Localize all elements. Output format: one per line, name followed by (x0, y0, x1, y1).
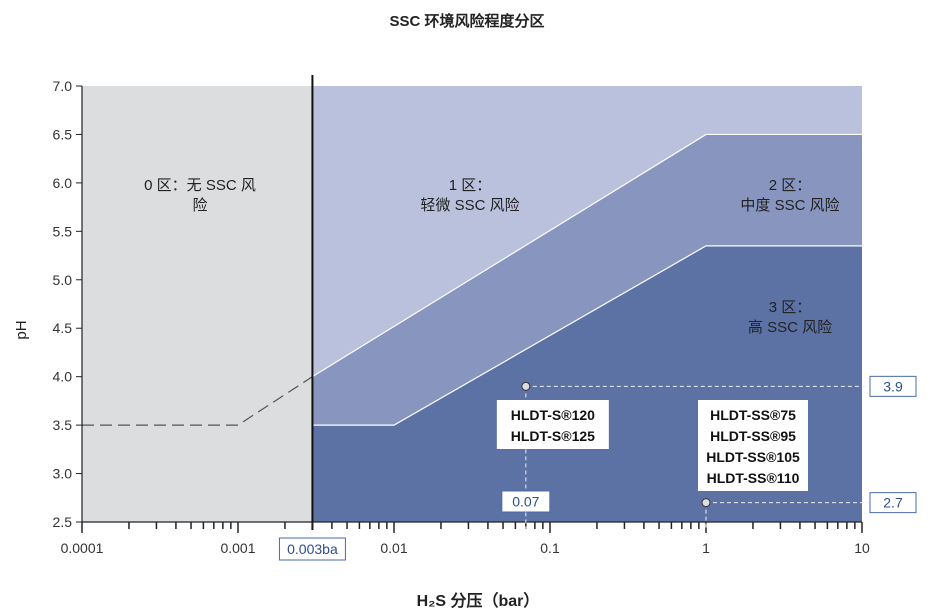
zone-0-label: 险 (192, 197, 207, 214)
y-tick-label: 2.5 (53, 514, 73, 530)
grade-label: HLDT-SS®95 (710, 428, 796, 444)
y-axis-label: pH (13, 320, 30, 339)
y-tick-label: 5.0 (53, 272, 73, 288)
x-marker-label: 0.003ba (287, 541, 338, 557)
y-tick-label: 3.0 (53, 466, 73, 482)
grade-label: HLDT-SS®110 (707, 470, 800, 486)
x-tick-label: 0.1 (540, 540, 560, 556)
grade-label: HLDT-SS®75 (710, 407, 796, 423)
x-tick-label: 0.001 (220, 540, 255, 556)
point-y-label-box (869, 375, 917, 397)
y-tick-label: 6.0 (53, 175, 73, 191)
grade-label-box (496, 400, 609, 449)
y-tick-label: 4.5 (53, 320, 73, 336)
x-tick-label: 0.01 (380, 540, 407, 556)
y-tick-label: 5.5 (53, 223, 73, 239)
zone-2-label: 2 区： (769, 177, 812, 194)
zone-1-label: 1 区： (449, 177, 492, 194)
point-y-label: 2.7 (883, 495, 903, 511)
zone-3-label: 3 区： (769, 299, 812, 316)
point-x-label-box (501, 490, 551, 513)
zone-2-label: 中度 SSC 风险 (740, 197, 839, 214)
point-x-label: 0.07 (512, 494, 539, 510)
grade-label: HLDT-SS®105 (706, 449, 800, 465)
zone-1-label: 轻微 SSC 风险 (420, 197, 519, 214)
point-y-label: 3.9 (883, 378, 903, 394)
boundary-line-2-3 (312, 245, 862, 426)
y-tick-label: 4.0 (53, 369, 73, 385)
grade-label-box (698, 400, 808, 491)
y-tick-label: 7.0 (53, 78, 73, 94)
zone-0-area (82, 86, 313, 522)
grade-label: HLDT-S®125 (511, 428, 595, 444)
data-point (521, 381, 531, 391)
x-tick-label: 10 (854, 540, 870, 556)
data-point (701, 498, 711, 508)
x-tick-label: 1 (702, 540, 710, 556)
x-marker-box (278, 537, 346, 561)
dashed-extension-line (82, 376, 313, 426)
grade-label: HLDT-S®120 (511, 407, 595, 423)
point-y-label-box (869, 492, 917, 514)
boundary-line-1-2 (312, 133, 862, 378)
chart-title: SSC 环境风险程度分区 (389, 12, 544, 30)
zone-0-label: 0 区：无 SSC 风 (144, 177, 256, 194)
x-axis-label: H₂S 分压（bar） (417, 592, 540, 610)
y-tick-label: 3.5 (53, 417, 73, 433)
zone-3-label: 高 SSC 风险 (748, 319, 832, 336)
x-tick-label: 0.0001 (61, 540, 104, 556)
y-tick-label: 6.5 (53, 126, 73, 142)
